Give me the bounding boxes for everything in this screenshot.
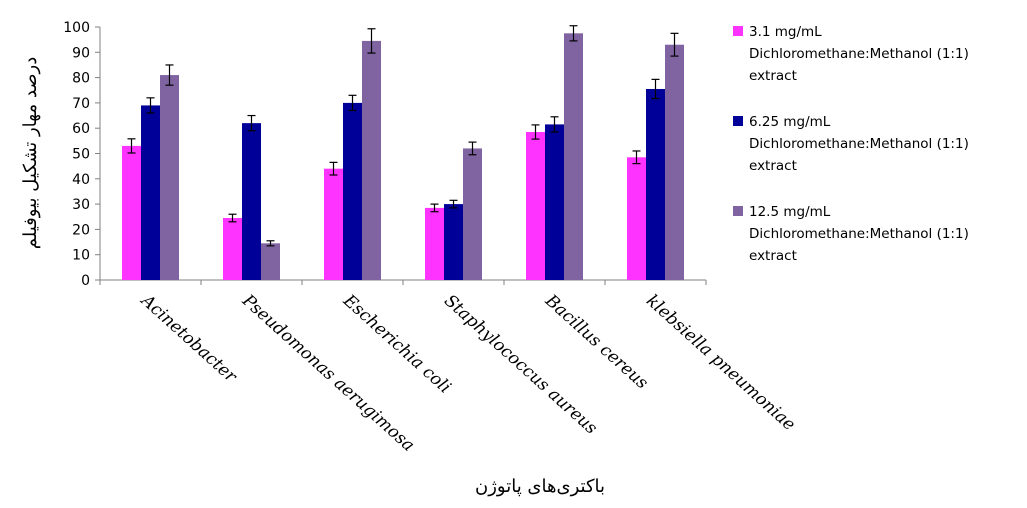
bar bbox=[242, 123, 261, 280]
y-tick-label: 20 bbox=[72, 222, 90, 238]
legend-swatch bbox=[733, 116, 743, 126]
category-label: Bacillus cereus bbox=[540, 290, 652, 393]
bar bbox=[261, 243, 280, 280]
y-tick-label: 100 bbox=[63, 20, 90, 36]
y-tick-label: 90 bbox=[72, 45, 90, 61]
x-axis-title: باکتری‌های پاتوژن bbox=[475, 476, 605, 497]
y-axis-title: درصد مهار تشکیل بیوفیلم bbox=[20, 57, 41, 250]
y-tick-label: 60 bbox=[72, 121, 90, 137]
category-label: Escherichia coli bbox=[338, 290, 454, 397]
bar bbox=[160, 75, 179, 280]
y-axis: 0 10 20 30 40 50 60 70 80 90 100 bbox=[63, 20, 101, 289]
y-tick-label: 80 bbox=[72, 71, 90, 87]
bar bbox=[223, 218, 242, 280]
bars bbox=[122, 33, 684, 281]
legend-label: 12.5 mg/mL bbox=[749, 204, 831, 220]
legend: 3.1 mg/mL Dichloromethane:Methanol (1:1) e… bbox=[733, 24, 969, 264]
legend-label: Dichloromethane:Methanol (1:1) bbox=[749, 46, 969, 62]
bar bbox=[362, 40, 381, 280]
legend-label: Dichloromethane:Methanol (1:1) bbox=[749, 226, 969, 242]
category-label: Pseudomonas aerugimosa bbox=[237, 290, 418, 456]
bar bbox=[343, 102, 362, 281]
bar bbox=[627, 157, 646, 280]
category-label: klebsiella pneumoniae bbox=[642, 291, 799, 435]
legend-swatch bbox=[733, 26, 743, 36]
category-label: Acinetobacter bbox=[136, 290, 241, 388]
bar bbox=[646, 88, 665, 280]
legend-label: 3.1 mg/mL bbox=[749, 24, 822, 40]
legend-swatch bbox=[733, 206, 743, 216]
bar bbox=[463, 148, 482, 280]
legend-label: Dichloromethane:Methanol (1:1) bbox=[749, 136, 969, 152]
x-axis bbox=[99, 279, 707, 285]
bar bbox=[444, 204, 463, 280]
y-tick-label: 10 bbox=[72, 248, 90, 264]
bar bbox=[545, 124, 564, 280]
legend-label: 6.25 mg/mL bbox=[749, 114, 831, 130]
y-tick-label: 0 bbox=[81, 273, 90, 289]
bar bbox=[526, 131, 545, 280]
legend-label: extract bbox=[749, 158, 797, 174]
legend-label: extract bbox=[749, 248, 797, 264]
bar bbox=[122, 145, 141, 280]
y-tick-label: 30 bbox=[72, 197, 90, 213]
y-tick-label: 50 bbox=[72, 147, 90, 163]
y-tick-label: 70 bbox=[72, 96, 90, 112]
error-bars bbox=[127, 25, 679, 247]
legend-label: extract bbox=[749, 68, 797, 84]
bar bbox=[665, 44, 684, 281]
bar bbox=[141, 105, 160, 281]
bar bbox=[564, 33, 583, 281]
y-tick-label: 40 bbox=[72, 172, 90, 188]
bar bbox=[324, 168, 343, 280]
bar bbox=[425, 207, 444, 280]
